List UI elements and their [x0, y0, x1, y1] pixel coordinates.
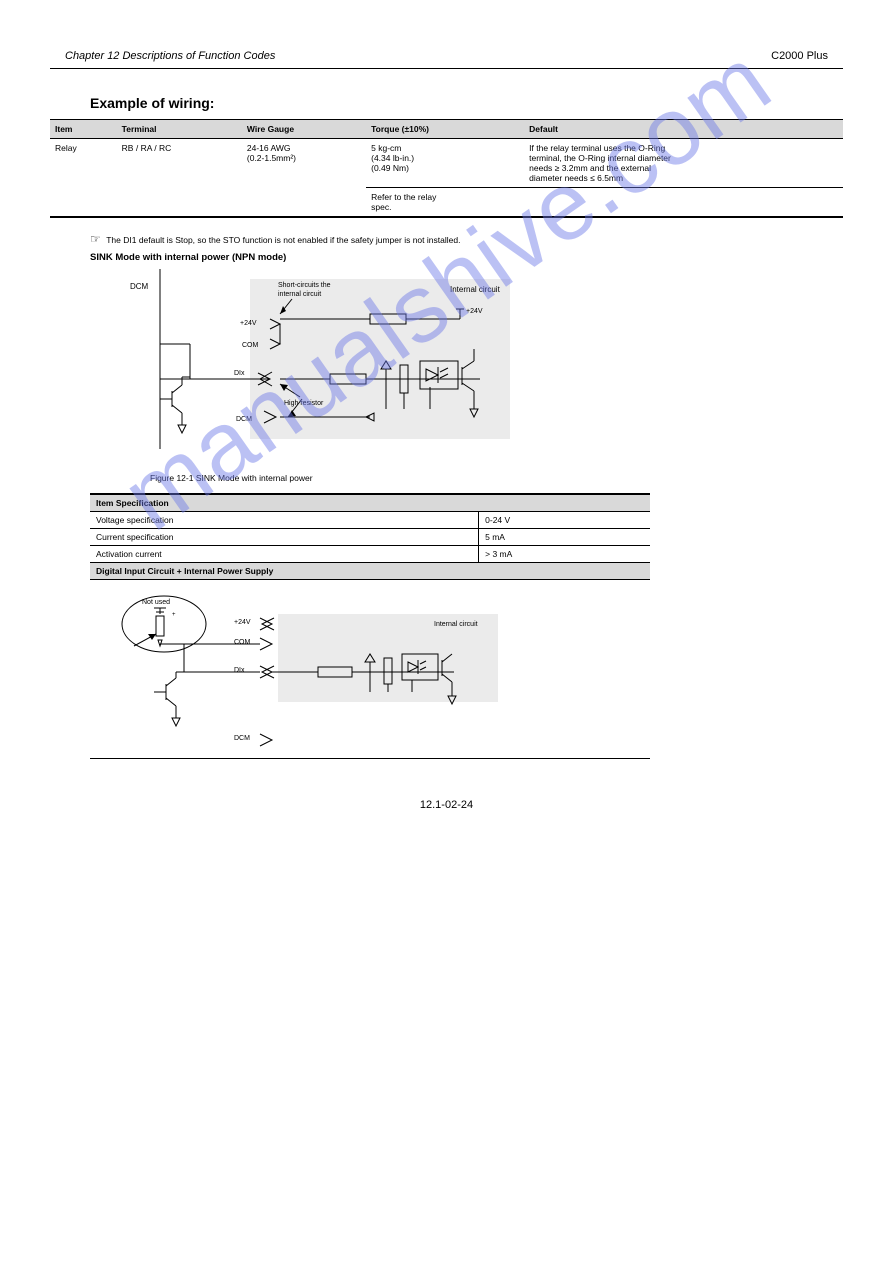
lbl-plus24v: +24V [466, 308, 483, 315]
lbl-dcm2: DCM [234, 735, 250, 742]
cell-wg1: 5 kg-cm (4.34 lb-in.) (0.49 Nm) [366, 139, 524, 188]
svg-text:internal circuit: internal circuit [278, 291, 321, 298]
lbl-dcm-top: DCM [130, 282, 149, 291]
cell-midcell: 24-16 AWG (0.2-1.5mm²) [242, 139, 366, 218]
lbl-dix2: DIx [234, 667, 245, 674]
header-right: C2000 Plus [771, 50, 828, 62]
col-terminal: Terminal [117, 120, 242, 139]
note-text: The DI1 default is Stop, so the STO func… [106, 235, 460, 245]
sink-mode-title: SINK Mode with internal power (NPN mode) [90, 252, 843, 263]
svg-text:+: + [172, 612, 176, 618]
spec-r2c2: 5 mA [479, 529, 650, 546]
svg-text:+24V: +24V [240, 320, 257, 327]
header-left: Chapter 12 Descriptions of Function Code… [65, 50, 275, 62]
lbl-high-res: High resistor [284, 400, 324, 407]
col-item: Item [50, 120, 117, 139]
lbl-dcm-bot: DCM [236, 416, 252, 423]
cell-terminals: RB / RA / RC [117, 139, 242, 218]
figcap-1: Figure 12-1 SINK Mode with internal powe… [150, 473, 843, 483]
spec-r1c2: 0-24 V [479, 512, 650, 529]
page-header: Chapter 12 Descriptions of Function Code… [50, 50, 843, 69]
lbl-short-internal: Short-circuits the [278, 282, 331, 289]
lbl-not-used: Not used [142, 599, 170, 606]
spec-table: Item Specification Voltage specification… [90, 493, 650, 580]
spec-r2c1: Current specification [90, 529, 479, 546]
col-torque: Torque (±10%) [366, 120, 524, 139]
page-number: 12.1-02-24 [50, 799, 843, 811]
spec-r3c2: > 3 mA [479, 546, 650, 563]
section-title-wiring: Example of wiring: [90, 95, 843, 111]
lbl-com: COM [242, 342, 259, 349]
col-wiregauge: Wire Gauge [242, 120, 366, 139]
lbl-com2: COM [234, 639, 251, 646]
circuit-row: Not used + +24V COM DIx [90, 580, 650, 759]
diagram-sink-internal: Internal circuit Short-circuits the inte… [130, 269, 843, 469]
note-sto: ☞ The DI1 default is Stop, so the STO fu… [90, 232, 843, 246]
lbl-dix: DIx [234, 370, 245, 377]
cell-def1: If the relay terminal uses the O-Ring te… [524, 139, 843, 188]
spec-heading2: Digital Input Circuit + Internal Power S… [90, 563, 650, 580]
svg-text:+24V: +24V [234, 619, 251, 626]
spec-heading1: Item Specification [90, 494, 650, 512]
lbl-internal-circuit: Internal circuit [450, 285, 501, 294]
cell-wg2: Refer to the relay spec. [366, 188, 524, 218]
cell-def2 [524, 188, 843, 218]
spec-r3c1: Activation current [90, 546, 479, 563]
hand-icon: ☞ [90, 232, 104, 246]
diagram-di-internal: Not used + +24V COM DIx [94, 584, 514, 754]
cell-relay: Relay [50, 139, 117, 218]
col-default: Default [524, 120, 843, 139]
lbl-internal2: Internal circuit [434, 621, 478, 628]
relay-table: Item Terminal Wire Gauge Torque (±10%) D… [50, 119, 843, 218]
spec-r1c1: Voltage specification [90, 512, 479, 529]
